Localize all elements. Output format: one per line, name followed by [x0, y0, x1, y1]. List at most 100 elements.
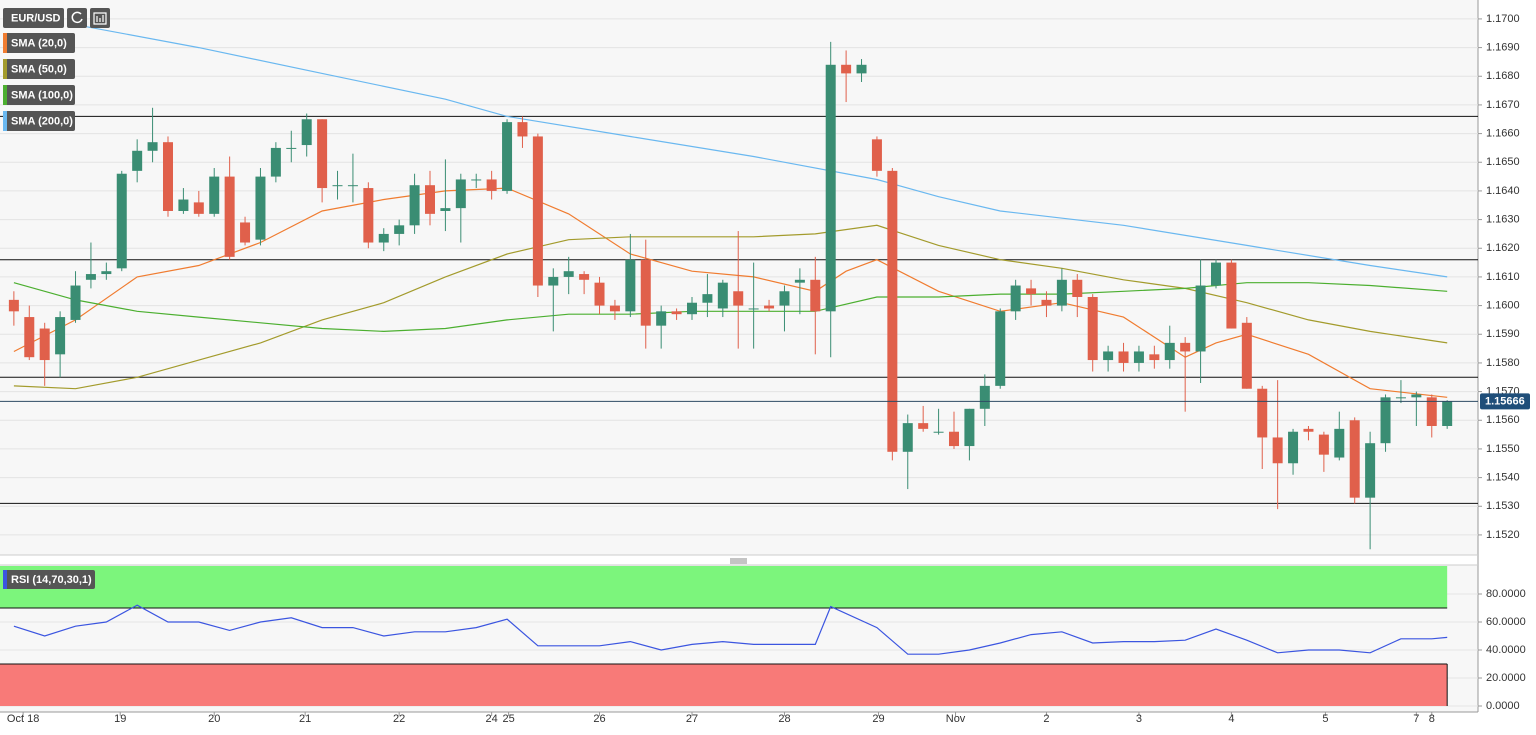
candle-body: [471, 179, 482, 181]
sma-legend-label: SMA (100,0): [11, 89, 73, 101]
rsi-title: RSI (14,70,30,1): [11, 574, 92, 586]
y-tick-label: 1.1550: [1486, 443, 1520, 455]
candle-body: [1180, 342, 1191, 352]
oversold-zone: [0, 664, 1448, 706]
candle-body: [579, 274, 590, 280]
candle-body: [1241, 322, 1252, 389]
candle-body: [1349, 420, 1360, 498]
candle-body: [918, 423, 929, 429]
candle-body: [686, 302, 697, 315]
x-tick-label: 4: [1228, 713, 1234, 725]
sma-legend-swatch: [3, 85, 7, 105]
y-tick-label: 1.1610: [1486, 271, 1520, 283]
candle-body: [85, 274, 96, 280]
y-tick-label: 1.1650: [1486, 156, 1520, 168]
candle-body: [532, 136, 543, 286]
candle-body: [810, 279, 821, 312]
y-tick-label: 1.1580: [1486, 357, 1520, 369]
candle-body: [8, 299, 19, 312]
candle-body: [486, 179, 497, 191]
candle-body: [948, 431, 959, 447]
candle-body: [640, 259, 651, 326]
y-tick-label: 1.1660: [1486, 127, 1520, 139]
x-tick-label: 26: [593, 713, 605, 725]
x-tick-label: 24: [486, 713, 498, 725]
candle-body: [440, 208, 451, 211]
candle-body: [594, 282, 605, 306]
candle-body: [455, 179, 466, 209]
y-tick-label: 1.1620: [1486, 242, 1520, 254]
overbought-zone: [0, 566, 1448, 608]
x-tick-label: 28: [778, 713, 790, 725]
rsi-y-tick-label: 0.0000: [1486, 700, 1520, 712]
candle-body: [887, 170, 898, 452]
candle-body: [995, 311, 1006, 386]
candle-body: [841, 64, 852, 74]
candle-body: [1195, 285, 1206, 352]
x-tick-label: 20: [208, 713, 220, 725]
y-tick-label: 1.1700: [1486, 13, 1520, 25]
candle-body: [270, 147, 281, 177]
sma-legend-box[interactable]: [3, 85, 75, 105]
last-price-box: [1480, 393, 1530, 410]
candle-body: [1318, 434, 1329, 455]
candle-body: [1041, 299, 1052, 306]
x-tick-label: 25: [502, 713, 514, 725]
sma-legend-box[interactable]: [3, 111, 75, 131]
refresh-icon: [71, 11, 83, 24]
candle-body: [933, 431, 944, 433]
candle-body: [1133, 351, 1144, 363]
sma-line: [13, 224, 1448, 390]
candle-body: [1426, 397, 1437, 426]
x-tick-label: 27: [686, 713, 698, 725]
candle-body: [502, 122, 513, 191]
candle-body: [209, 176, 220, 214]
y-tick-label: 1.1560: [1486, 414, 1520, 426]
candle-body: [748, 308, 759, 310]
candle-body: [409, 185, 420, 226]
sma-line: [13, 187, 1448, 398]
candle-body: [902, 423, 913, 452]
sma-legend-box[interactable]: [3, 59, 75, 79]
sma-legend-box[interactable]: [3, 33, 75, 53]
y-tick-label: 1.1530: [1486, 500, 1520, 512]
candle-body: [1072, 279, 1083, 297]
candle-body: [301, 119, 312, 146]
candle-body: [1149, 354, 1160, 361]
candle-body: [764, 305, 775, 309]
x-tick-label: 22: [393, 713, 405, 725]
axes: 1.1700 1.1690 1.1680 1.1670 1.1660 1.1650 1.16…: [7, 13, 1530, 725]
candle-body: [979, 385, 990, 409]
candle-body: [424, 185, 435, 214]
candle-body: [363, 188, 374, 243]
candle-body: [1056, 279, 1067, 306]
rsi-box[interactable]: [3, 570, 95, 589]
x-tick-label: 7: [1413, 713, 1419, 725]
candle-body: [1210, 262, 1221, 286]
candle-body: [116, 173, 127, 269]
candle-body: [563, 271, 574, 277]
candle-body: [132, 150, 143, 171]
sma-legend-swatch: [3, 59, 7, 79]
candle-body: [1257, 388, 1268, 438]
last-price-label: 1.15666: [1485, 396, 1525, 408]
candle-body: [702, 294, 713, 303]
resize-handle[interactable]: [730, 558, 747, 564]
candle-body: [717, 282, 728, 309]
candle-body: [193, 202, 204, 214]
candle-body: [347, 185, 358, 187]
candle-body: [1288, 431, 1299, 464]
y-tick-label: 1.1540: [1486, 472, 1520, 484]
refresh-button[interactable]: [67, 8, 87, 28]
candle-body: [255, 176, 266, 240]
candle-body: [162, 142, 173, 211]
rsi-y-tick-label: 80.0000: [1486, 588, 1526, 600]
candle-body: [101, 271, 112, 275]
x-tick-label: 5: [1322, 713, 1328, 725]
y-tick-label: 1.1590: [1486, 328, 1520, 340]
symbol-box[interactable]: [3, 8, 64, 28]
y-tick-label: 1.1680: [1486, 70, 1520, 82]
candle-body: [24, 317, 35, 358]
